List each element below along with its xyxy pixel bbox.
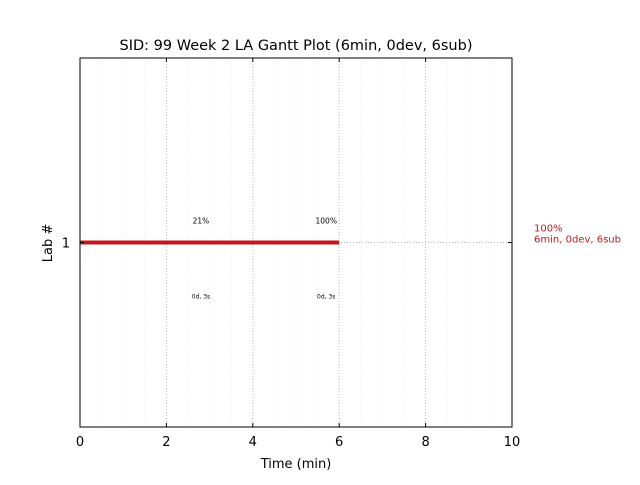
x-axis-ticks: 0 2 4 6 8 10 (76, 58, 520, 450)
chart-title: SID: 99 Week 2 LA Gantt Plot (6min, 0dev… (120, 38, 473, 54)
right-summary-labels: 100%6min, 0dev, 6sub (534, 224, 621, 246)
x-tick-label: 0 (76, 435, 84, 450)
y-axis-label: Lab # (41, 224, 56, 263)
summary-percent-label: 100% (534, 224, 563, 235)
x-tick-label: 6 (335, 435, 343, 450)
summary-detail-label: 6min, 0dev, 6sub (534, 235, 621, 246)
annotations: 21% 0d, 3s 100% 0d, 3s (192, 217, 337, 301)
x-axis-label: Time (min) (260, 457, 332, 472)
annotation-detail: 0d, 3s (192, 294, 210, 301)
x-tick-label: 10 (504, 435, 521, 450)
x-tick-label: 2 (162, 435, 170, 450)
y-axis-ticks: 1 (62, 237, 512, 252)
y-tick-label: 1 (62, 237, 70, 252)
annotation-detail: 0d, 3s (317, 294, 335, 301)
annotation-percent: 100% (316, 217, 337, 226)
annotation-percent: 21% (193, 217, 210, 226)
x-tick-label: 8 (421, 435, 429, 450)
x-tick-label: 4 (249, 435, 257, 450)
